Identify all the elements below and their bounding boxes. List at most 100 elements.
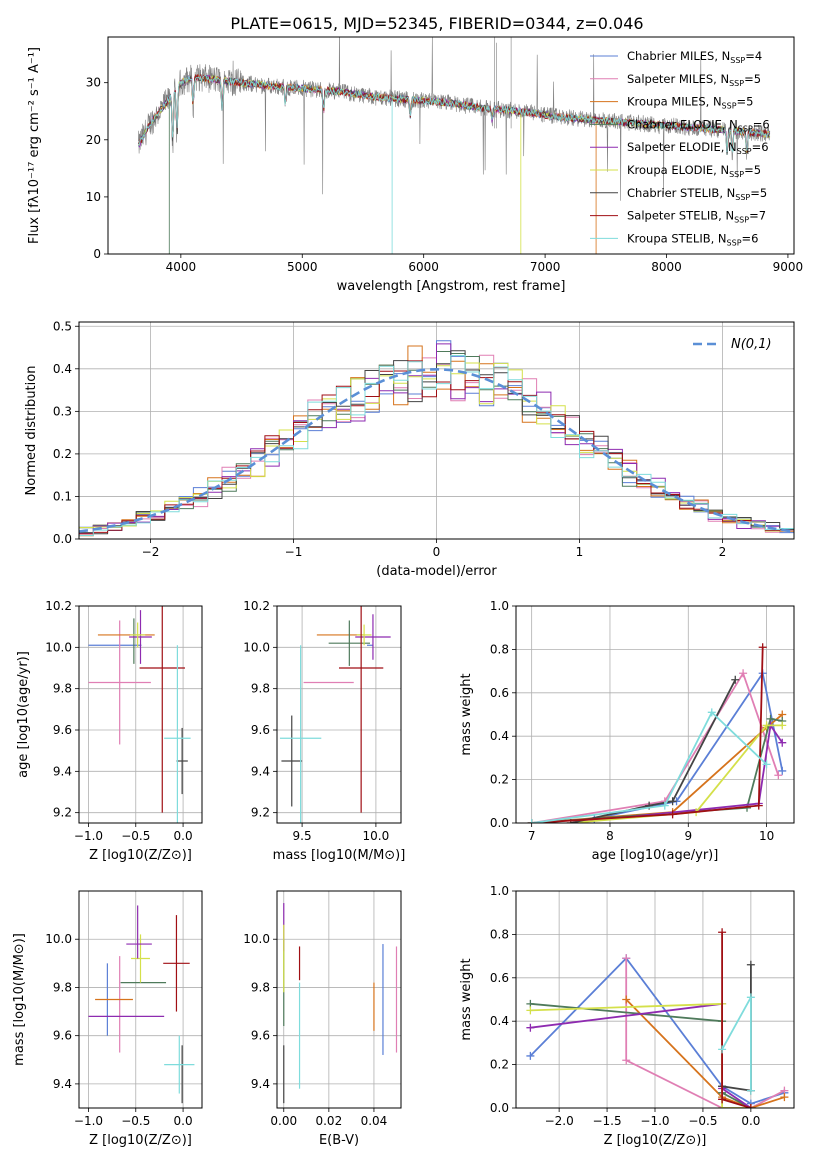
weight-marker [622, 954, 631, 963]
x-tick-label: −0.5 [121, 1114, 150, 1128]
weight-marker [758, 643, 767, 652]
plot-area [79, 340, 794, 537]
weight-line-8 [721, 996, 752, 1091]
axes-frame [107, 36, 795, 255]
weight-marker [660, 801, 669, 810]
legend-label: Kroupa MILES, NSSP=5 [627, 95, 753, 111]
axes-frame [78, 890, 203, 1109]
legend-count: =6 [753, 117, 770, 131]
weight-marker [754, 801, 763, 810]
legend-label: Chabrier MILES, NSSP=4 [627, 49, 762, 65]
x-axis-label: Z [log10(Z/Z⊙)] [604, 1133, 707, 1148]
y-tick-label: 9.6 [251, 723, 270, 737]
panel-massweight_vs_Z: −2.0 −1.5 −1.0 −0.5 0.0 0.0 0.2 0.4 0.6 0.8 1.0 Z [… [459, 884, 795, 1148]
y-tick-label: 10.0 [243, 932, 270, 946]
y-tick-label: 10.0 [243, 640, 270, 654]
x-tick-label: 0.0 [174, 829, 193, 843]
y-tick-label: 0.4 [490, 1014, 509, 1028]
legend-count: =6 [742, 231, 759, 245]
y-tick-label: 0.4 [53, 362, 72, 376]
gaussian-curve [79, 367, 794, 533]
y-tick-label: 0 [93, 247, 101, 261]
legend-count: =6 [752, 140, 769, 154]
x-tick-label: 0.0 [741, 1114, 760, 1128]
legend-label: Salpeter STELIB, NSSP=7 [627, 209, 766, 225]
y-tick-label: 9.4 [53, 764, 72, 778]
y-tick-label: 0.1 [53, 489, 72, 503]
y-tick-label: 0.0 [490, 1101, 509, 1115]
y-tick-label: 10.0 [45, 932, 72, 946]
legend-subscript: SSP [729, 79, 744, 88]
y-tick-label: 0.4 [490, 729, 509, 743]
x-tick-label: −1.0 [74, 829, 103, 843]
y-tick-label: 1.0 [490, 599, 509, 613]
y-tick-label: 0.0 [490, 816, 509, 830]
x-tick-label: 0.0 [174, 1114, 193, 1128]
x-tick-label: −0.5 [121, 829, 150, 843]
x-tick-label: −2.0 [545, 1114, 574, 1128]
y-tick-label: 9.6 [251, 1029, 270, 1043]
x-tick-label: 0 [433, 545, 441, 559]
weight-marker [746, 960, 755, 969]
weight-marker [746, 1104, 755, 1108]
plot-area [283, 903, 398, 1104]
y-tick-label: 0.2 [53, 447, 72, 461]
weight-marker [668, 810, 677, 819]
y-tick-label: 9.8 [251, 980, 270, 994]
legend-label: Kroupa STELIB, NSSP=6 [627, 231, 758, 247]
y-tick-label: 0.0 [53, 532, 72, 546]
y-tick-label: 0.3 [53, 404, 72, 418]
x-tick-label: 0.00 [270, 1114, 297, 1128]
y-tick-label: 0.8 [490, 927, 509, 941]
legend-subscript: SSP [737, 147, 752, 156]
weight-marker [526, 1051, 535, 1060]
weight-marker [778, 721, 787, 730]
plot-area [279, 606, 391, 823]
plot-area [527, 643, 787, 823]
x-tick-label: −2 [142, 545, 160, 559]
x-tick-label: 4000 [166, 260, 197, 274]
axes-frame [515, 605, 795, 824]
panel-massweight_vs_age: 7 8 9 10 0.0 0.2 0.4 0.6 0.8 1.0 age [log10(age/yr… [459, 599, 795, 863]
weight-marker [780, 1093, 789, 1102]
y-tick-label: 9.6 [53, 1029, 72, 1043]
y-tick-label: 9.4 [251, 1077, 270, 1091]
legend-label: Chabrier STELIB, NSSP=5 [627, 186, 767, 202]
x-tick-label: 9 [684, 829, 692, 843]
weight-line-7 [721, 932, 752, 1108]
weight-line-6 [570, 679, 737, 823]
axes-frame [276, 605, 402, 824]
panel-mass_vs_Z: −1.0 −0.5 0.0 9.4 9.6 9.8 10.0 Z [log10(Z/Z⊙)] m… [12, 890, 203, 1148]
figure-title: PLATE=0615, MJD=52345, FIBERID=0344, z=0… [230, 14, 643, 33]
y-tick-label: 9.8 [53, 682, 72, 696]
axes-frame [78, 321, 795, 540]
legend-label: Salpeter MILES, NSSP=5 [627, 72, 761, 88]
y-tick-label: 0.8 [490, 642, 509, 656]
legend-subscript: SSP [738, 124, 753, 133]
legend-subscript: SSP [734, 216, 749, 225]
weight-marker [762, 760, 771, 769]
histogram-6 [79, 350, 794, 535]
weight-marker [746, 1086, 755, 1095]
weight-marker [707, 708, 716, 717]
weight-marker [778, 766, 787, 775]
weight-line-2 [625, 998, 785, 1108]
legend-subscript: SSP [727, 238, 742, 247]
weight-marker [731, 675, 740, 684]
y-tick-label: 10.2 [243, 599, 270, 613]
x-tick-label: 9000 [773, 260, 804, 274]
weight-line-8 [531, 710, 768, 823]
legend-count: =5 [744, 163, 761, 177]
x-axis-label: mass [log10(M/M⊙)] [273, 848, 406, 863]
y-axis-label: mass [log10(M/M⊙)] [12, 933, 27, 1066]
y-tick-label: 9.4 [53, 1077, 72, 1091]
y-tick-label: 9.4 [251, 764, 270, 778]
x-tick-label: 9.5 [293, 829, 312, 843]
weight-marker [526, 1006, 535, 1015]
legend-subscript: SSP [729, 170, 744, 179]
x-tick-label: 7 [528, 829, 536, 843]
x-tick-label: 10 [759, 829, 774, 843]
y-tick-label: 9.2 [53, 806, 72, 820]
y-tick-label: 0.2 [490, 773, 509, 787]
weight-marker [622, 995, 631, 1004]
